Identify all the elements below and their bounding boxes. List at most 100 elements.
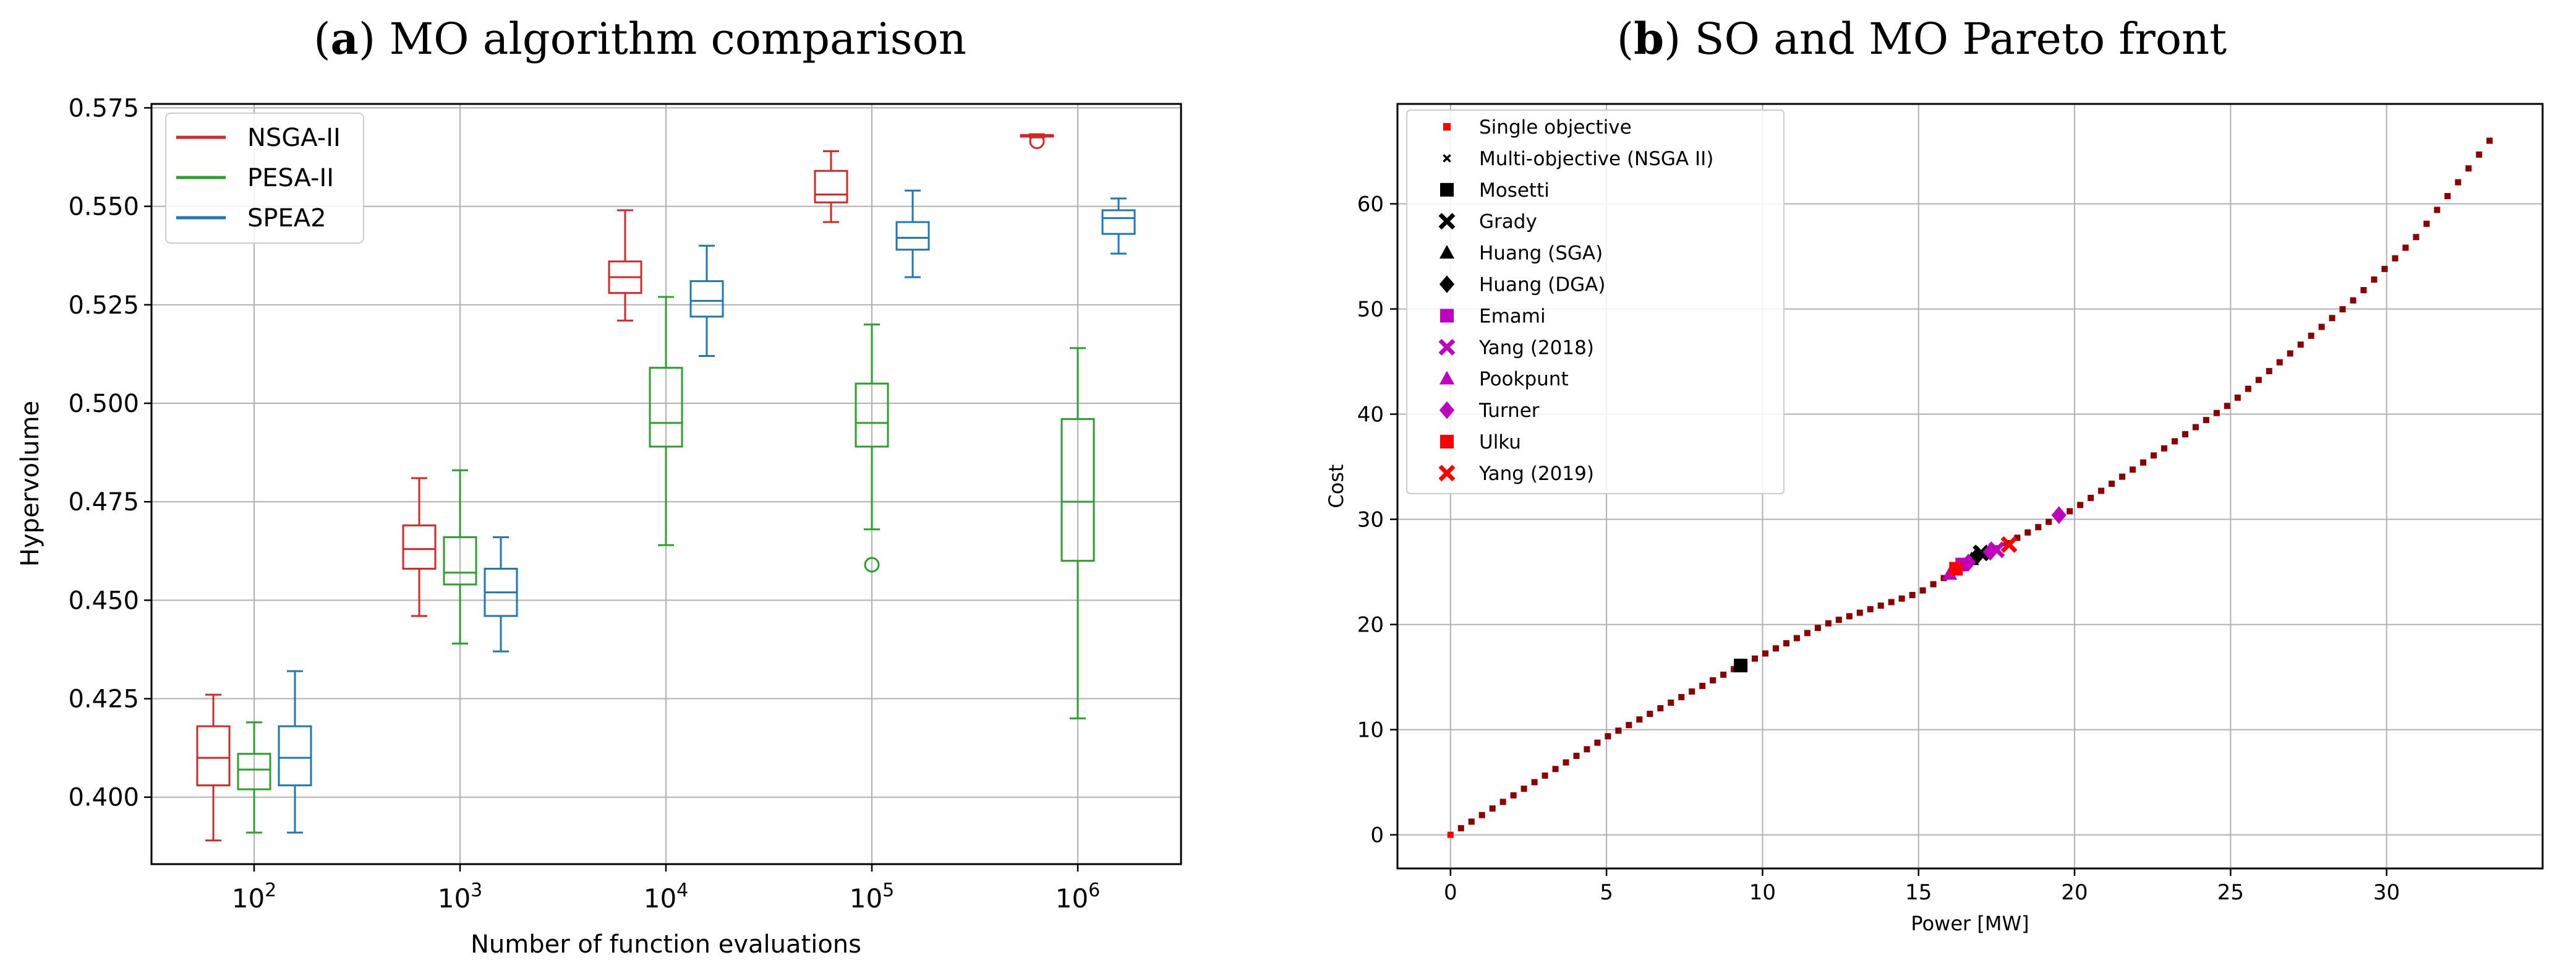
pareto-point <box>1489 805 1496 812</box>
title-a: (a) MO algorithm comparison <box>313 13 966 64</box>
scatter-ytick-label: 60 <box>1357 192 1384 217</box>
scatter-legend-label: Single objective <box>1479 116 1632 139</box>
pareto-point <box>2151 452 2157 459</box>
pareto-point <box>2255 377 2262 384</box>
pareto-point <box>2224 403 2230 409</box>
scatter-legend-label: Emami <box>1479 305 1546 327</box>
boxplot-iqr-box <box>443 536 477 586</box>
scatter-legend-label: Huang (DGA) <box>1479 274 1605 296</box>
pareto-point <box>1814 625 1821 632</box>
scatter-legend-marker <box>1440 182 1454 197</box>
boxplot-iqr-box <box>196 725 231 787</box>
boxplot-nsga-ii-box <box>814 150 848 223</box>
boxplot-iqr-box <box>402 524 437 570</box>
scatter-legend-marker <box>1443 122 1451 131</box>
pareto-point <box>2140 459 2147 466</box>
pareto-point <box>1825 620 1832 627</box>
pareto-point <box>1668 700 1674 706</box>
pareto-point <box>2119 473 2126 480</box>
pareto-point <box>1615 727 1622 734</box>
pareto-point <box>2297 341 2304 348</box>
boxplot-legend-label: NSGA-II <box>247 124 341 152</box>
literature-point-mosetti <box>1734 658 1748 672</box>
boxplot-ytick-label: 0.550 <box>68 193 139 221</box>
scatter-xtick-label: 10 <box>1749 880 1776 905</box>
scatter-ticks: 0 5 10 15 20 25 30 0 10 20 30 40 50 60 <box>1357 192 2400 905</box>
boxplot-flier <box>864 557 880 573</box>
boxplot-spea2-box <box>1101 197 1136 255</box>
boxplot-spea2-box <box>895 189 930 278</box>
pareto-point <box>1531 779 1538 786</box>
pareto-point <box>1877 602 1884 609</box>
boxplot-spea2-box <box>278 670 312 834</box>
boxplot-iqr-box <box>649 367 683 448</box>
single-objective-point <box>1447 831 1454 838</box>
boxplot-iqr-box <box>814 169 848 204</box>
scatter-ytick-label: 0 <box>1370 823 1384 848</box>
pareto-point <box>2329 315 2335 322</box>
boxplot-ytick-label: 0.575 <box>68 94 139 122</box>
scatter-xtick-label: 15 <box>1905 880 1932 905</box>
pareto-point <box>1584 746 1590 753</box>
scatter-legend-label: Pookpunt <box>1479 368 1569 390</box>
pareto-point <box>1594 739 1601 746</box>
pareto-point <box>1647 711 1653 718</box>
pareto-point <box>2444 193 2451 200</box>
pareto-point <box>1909 591 1916 598</box>
pareto-point <box>1835 616 1842 623</box>
scatter-ytick-label: 40 <box>1357 403 1384 427</box>
pareto-point <box>2486 137 2493 144</box>
pareto-point <box>1499 799 1506 805</box>
pareto-point <box>2181 431 2188 437</box>
scatter-legend-marker <box>1439 244 1455 259</box>
pareto-point <box>2266 367 2272 374</box>
boxplot-iqr-box <box>855 382 889 448</box>
pareto-point <box>1478 812 1485 818</box>
boxplot-xtick-label: 103 <box>438 880 483 914</box>
pareto-point <box>1678 693 1685 700</box>
boxplot-nsga-ii-box <box>608 209 642 322</box>
boxplot-ticks: 0.400 0.425 0.450 0.475 0.500 0.525 0.550 0.575… <box>68 94 1100 914</box>
pareto-point <box>1930 581 1937 588</box>
scatter-xtick-label: 25 <box>2217 880 2244 905</box>
pareto-point <box>2308 332 2314 339</box>
literature-point-turner <box>1961 553 1976 572</box>
pareto-point <box>2360 287 2367 294</box>
literature-point-turner <box>2051 506 2066 525</box>
scatter-xtick-label: 0 <box>1444 880 1457 905</box>
scatter-xtick-label: 5 <box>1600 880 1613 905</box>
scatter-ytick-label: 20 <box>1357 613 1384 638</box>
literature-point-yang-2019 <box>2000 536 2018 553</box>
pareto-point <box>2318 324 2325 330</box>
scatter-legend-frame <box>1406 109 1785 494</box>
pareto-point <box>1510 792 1517 799</box>
pareto-point <box>1772 645 1779 652</box>
boxplot-iqr-box <box>895 221 930 251</box>
boxplot-iqr-box <box>689 280 724 318</box>
scatter-ytick-label: 50 <box>1357 298 1384 322</box>
pareto-point <box>1846 613 1853 620</box>
boxplot-ytick-label: 0.525 <box>68 291 139 320</box>
pareto-point <box>2339 306 2346 312</box>
boxplot-ytick-label: 0.450 <box>68 586 139 615</box>
boxplot-xlabel: Number of function evaluations <box>471 930 861 959</box>
pareto-point <box>2014 534 2021 541</box>
boxplot-ylabel: Hypervolume <box>16 401 45 567</box>
scatter-legend-label: Yang (2018) <box>1478 336 1594 359</box>
pareto-point <box>2245 385 2251 392</box>
pareto-point <box>2476 151 2483 158</box>
boxplot-pesa-ii-box <box>649 296 683 546</box>
pareto-point <box>2077 502 2084 508</box>
title-b: (b) SO and MO Pareto front <box>1617 13 2227 64</box>
pareto-point <box>1898 595 1905 602</box>
literature-point-ulku <box>1949 562 1963 576</box>
title-a-text: MO algorithm comparison <box>375 14 966 64</box>
pareto-point <box>1457 825 1464 831</box>
pareto-point <box>2192 424 2199 431</box>
literature-point-turner <box>1982 542 1998 561</box>
scatter-legend-marker <box>1438 213 1456 230</box>
pareto-point <box>2465 165 2472 172</box>
pareto-point <box>2371 276 2378 283</box>
boxplot-xtick-label: 102 <box>232 880 277 914</box>
boxplot-legend-label: PESA-II <box>247 164 334 192</box>
